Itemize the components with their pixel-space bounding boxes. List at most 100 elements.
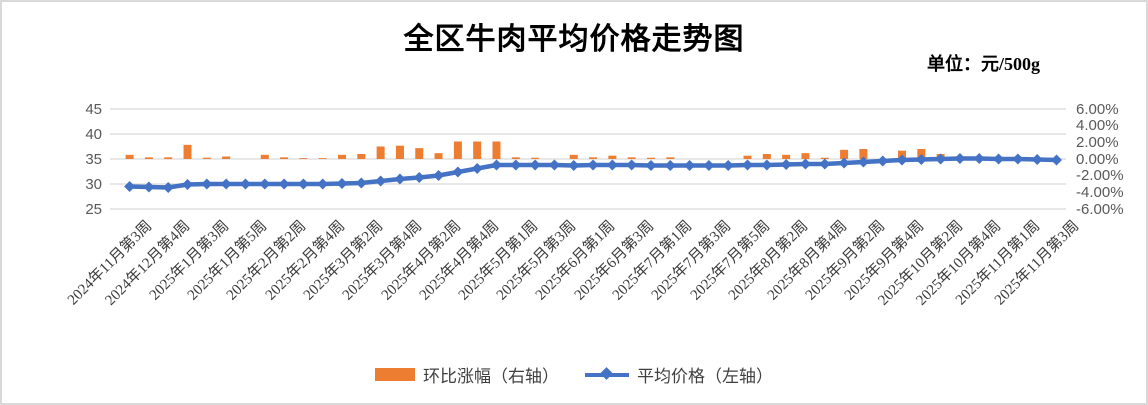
line-marker-37	[819, 158, 831, 170]
unit-label: 单位：元/500g	[926, 54, 1040, 74]
left-axis-tick: 35	[85, 150, 102, 168]
bar-3	[164, 157, 173, 159]
legend-item-bar-series: 环比涨幅（右轴）	[375, 362, 559, 387]
line-marker-18	[452, 166, 464, 178]
bar-39	[859, 149, 868, 159]
line-marker-31	[703, 160, 715, 171]
left-axis-tick: 40	[85, 125, 102, 143]
line-marker-36	[799, 158, 811, 170]
chart-title: 全区牛肉平均价格走势图	[403, 23, 745, 56]
bar-21	[511, 157, 520, 159]
bar-22	[531, 157, 540, 159]
right-axis-tick: 0.00%	[1076, 150, 1119, 168]
bar-38	[840, 149, 849, 159]
bar-14	[376, 146, 385, 159]
line-marker-33	[742, 159, 754, 171]
line-marker-11	[317, 178, 329, 190]
line-marker-32	[722, 160, 734, 171]
bar-9	[280, 157, 289, 159]
line-marker-48	[1031, 154, 1043, 165]
line-marker-14	[375, 175, 387, 187]
line-marker-28	[645, 160, 657, 171]
line-marker-29	[664, 160, 676, 171]
line-marker-22	[529, 159, 541, 171]
line-marker-38	[838, 157, 850, 169]
line-marker-20	[490, 159, 502, 171]
line-marker-17	[433, 170, 445, 181]
line-marker-47	[1012, 153, 1024, 165]
line-marker-44	[954, 153, 966, 164]
line-series-swatch-icon	[585, 367, 629, 381]
line-marker-34	[761, 159, 773, 171]
line-marker-5	[201, 178, 213, 190]
line-marker-49	[1051, 154, 1062, 166]
line-marker-43	[935, 153, 947, 165]
left-axis-tick: 25	[85, 200, 102, 218]
line-marker-10	[297, 178, 309, 190]
bar-17	[434, 153, 443, 159]
bar-2	[144, 157, 153, 159]
line-marker-30	[684, 160, 696, 171]
bar-4	[183, 144, 192, 159]
line-marker-15	[394, 173, 406, 185]
bar-34	[762, 154, 771, 159]
right-axis-tick: -4.00%	[1076, 183, 1124, 201]
left-axis-tick: 30	[85, 175, 102, 193]
bar-24	[569, 154, 578, 159]
bar-25	[589, 157, 598, 159]
right-axis-tick: 2.00%	[1076, 133, 1119, 151]
line-marker-13	[355, 177, 367, 189]
bar-1	[125, 154, 134, 159]
line-marker-1	[124, 181, 136, 192]
line-marker-27	[626, 159, 638, 171]
bar-28	[646, 157, 655, 159]
bar-series-swatch-icon	[375, 368, 415, 381]
line-marker-41	[896, 154, 908, 166]
bar-5	[202, 157, 211, 159]
line-marker-45	[973, 153, 985, 164]
line-marker-42	[915, 154, 927, 165]
line-marker-21	[510, 159, 522, 171]
bar-10	[299, 158, 308, 159]
bar-26	[608, 155, 617, 159]
line-marker-6	[220, 178, 232, 190]
bar-15	[395, 145, 404, 159]
bar-18	[453, 141, 462, 159]
line-marker-4	[182, 179, 194, 190]
right-axis-tick: -2.00%	[1076, 167, 1124, 185]
bar-11	[318, 158, 327, 159]
bar-27	[627, 157, 636, 159]
bar-37	[820, 157, 829, 159]
line-marker-23	[548, 159, 560, 171]
line-marker-46	[993, 153, 1005, 165]
line-marker-24	[568, 160, 580, 171]
line-marker-35	[780, 159, 792, 170]
left-axis-tick: 45	[85, 100, 102, 118]
legend-label: 环比涨幅（右轴）	[423, 367, 559, 386]
line-marker-8	[259, 178, 271, 190]
right-axis-tick: 6.00%	[1076, 100, 1119, 118]
right-axis-tick: 4.00%	[1076, 117, 1119, 135]
line-marker-9	[278, 178, 290, 190]
bar-13	[357, 154, 366, 159]
line-marker-19	[471, 163, 483, 174]
legend-label: 平均价格（左轴）	[637, 367, 773, 386]
line-marker-26	[606, 159, 618, 171]
bar-8	[260, 154, 269, 159]
line-marker-16	[413, 172, 425, 183]
legend: 环比涨幅（右轴） 平均价格（左轴）	[2, 362, 1146, 387]
bar-6	[222, 156, 231, 159]
right-axis-tick: -6.00%	[1076, 200, 1124, 218]
bar-29	[666, 157, 675, 159]
line-marker-2	[143, 181, 155, 193]
line-marker-40	[877, 155, 889, 167]
bar-20	[492, 141, 501, 159]
line-marker-25	[587, 159, 599, 171]
bar-35	[782, 154, 791, 159]
line-marker-7	[239, 178, 251, 190]
legend-item-line-series: 平均价格（左轴）	[585, 362, 773, 387]
bar-19	[473, 141, 482, 159]
line-marker-3	[162, 182, 174, 193]
line-marker-39	[857, 156, 869, 168]
